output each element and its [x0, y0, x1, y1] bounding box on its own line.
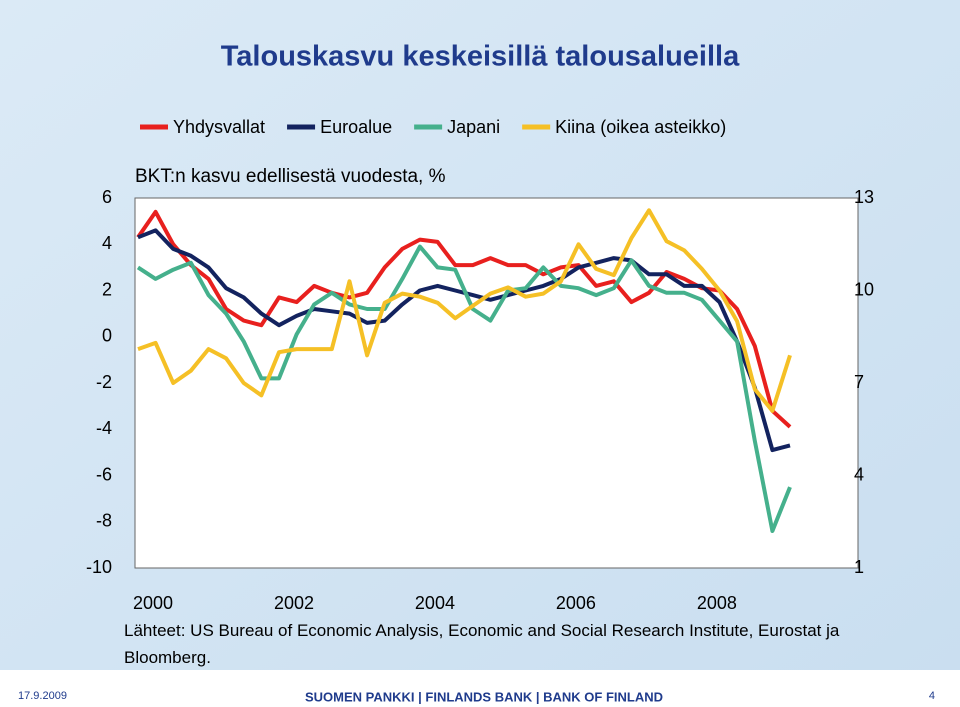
- y-tick-label: -10: [86, 557, 112, 577]
- y-tick-label: -6: [96, 464, 112, 484]
- footer-bar: [0, 670, 960, 707]
- series-line: [137, 208, 792, 413]
- y-tick-label: -4: [96, 418, 112, 438]
- legend-label: Japani: [447, 117, 500, 137]
- y-tick-label: 4: [102, 233, 112, 253]
- legend-label: Yhdysvallat: [173, 117, 265, 137]
- y-tick-label: 2: [102, 279, 112, 299]
- y2-tick-label: 13: [854, 187, 874, 207]
- series-line: [136, 244, 792, 533]
- source: Lähteet: US Bureau of Economic Analysis,…: [124, 621, 840, 667]
- y-tick-label: 0: [102, 326, 112, 346]
- y-tick-label: -8: [96, 511, 112, 531]
- x-tick-label: 2000: [133, 593, 173, 613]
- y2-tick-label: 1: [854, 557, 864, 577]
- legend-label: Euroalue: [320, 117, 392, 137]
- x-tick-label: 2008: [697, 593, 737, 613]
- footer-page: 4: [929, 690, 935, 702]
- x-tick-label: 2004: [415, 593, 455, 613]
- chart-title: Talouskasvu keskeisillä talousalueilla: [221, 41, 740, 73]
- legend-label: Kiina (oikea asteikko): [555, 117, 726, 137]
- series-line: [136, 209, 792, 429]
- y2-tick-label: 7: [854, 372, 864, 392]
- footer-organization: SUOMEN PANKKI | FINLANDS BANK | BANK OF …: [305, 689, 663, 704]
- y-tick-label: 6: [102, 187, 112, 207]
- y2-tick-label: 4: [854, 464, 864, 484]
- y2-tick-label: 10: [854, 279, 874, 299]
- series-lines: [136, 208, 792, 533]
- x-tick-label: 2006: [556, 593, 596, 613]
- x-tick-label: 2002: [274, 593, 314, 613]
- y-tick-label: -2: [96, 372, 112, 392]
- subtitle: BKT:n kasvu edellisestä vuodesta, %: [135, 166, 446, 187]
- footer-date: 17.9.2009: [18, 690, 67, 702]
